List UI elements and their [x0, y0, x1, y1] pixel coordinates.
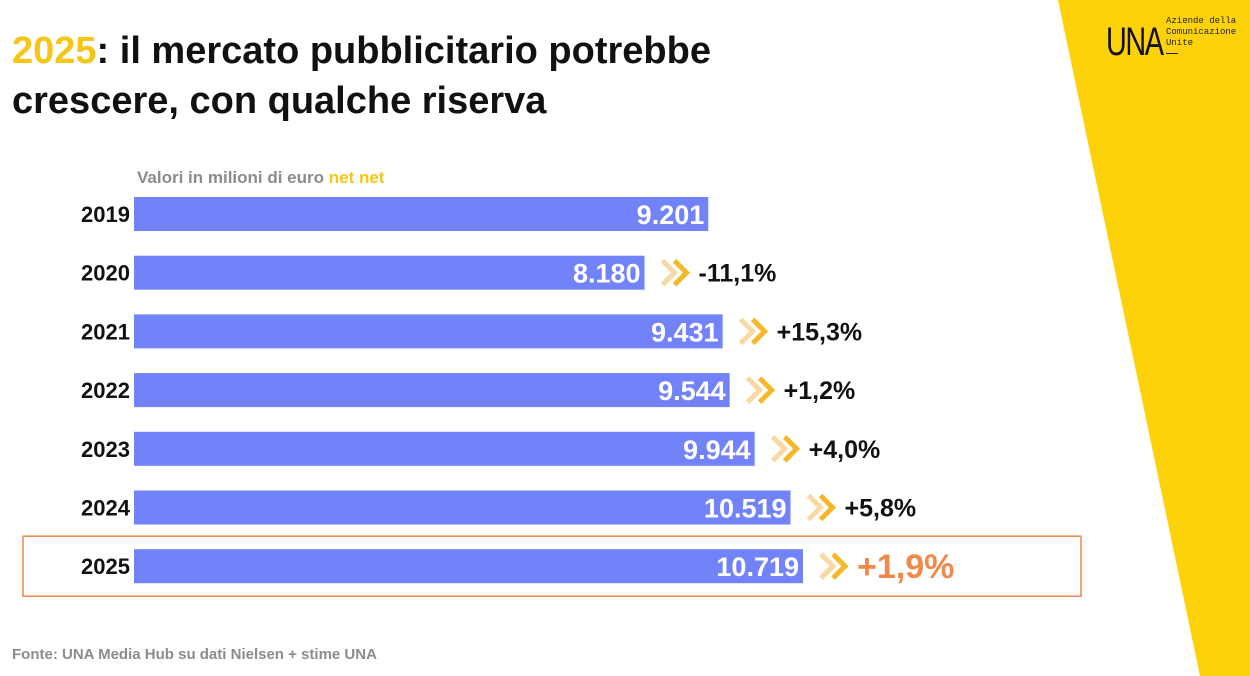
value-label: 9.201 [637, 200, 705, 230]
arrow-icon [831, 552, 849, 580]
arrow-icon [660, 258, 679, 287]
arrow-icon [745, 376, 764, 404]
bar [134, 255, 645, 290]
arrow-icon [672, 258, 691, 287]
page-title: 2025: il mercato pubblicitario potrebbe … [12, 26, 1012, 126]
change-label: +1,9% [857, 548, 954, 586]
logo-mark: UNA [1106, 20, 1164, 64]
bar [134, 373, 730, 408]
arrow-icon [806, 493, 825, 522]
category-label: 2019 [81, 202, 130, 227]
change-label: +15,3% [777, 318, 863, 346]
value-label: 8.180 [573, 259, 641, 289]
category-label: 2020 [81, 261, 130, 286]
subtitle-text: Valori in milioni di euro [137, 168, 329, 187]
bar [134, 314, 723, 349]
category-label: 2025 [81, 554, 130, 579]
arrow-icon [738, 317, 757, 346]
category-label: 2022 [81, 378, 130, 403]
arrow-icon [819, 552, 837, 580]
value-label: 9.544 [658, 376, 726, 406]
logo-underline [1166, 53, 1178, 54]
highlight-frame [22, 535, 1082, 597]
una-logo: UNA Aziende della Comunicazione Unite [1106, 16, 1246, 76]
value-label: 9.431 [651, 317, 719, 347]
category-label: 2024 [81, 496, 131, 521]
arrow-icon [782, 435, 801, 463]
bar [134, 490, 791, 525]
category-label: 2023 [81, 437, 130, 462]
logo-text: Aziende della Comunicazione Unite [1166, 16, 1237, 48]
bar [134, 197, 709, 231]
change-label: +4,0% [809, 436, 881, 464]
change-label: -11,1% [699, 260, 777, 288]
change-label: +1,2% [784, 377, 856, 405]
value-label: 9.944 [683, 435, 751, 465]
value-label: 10.719 [716, 552, 799, 582]
title-year: 2025 [12, 30, 97, 72]
title-text: : il mercato pubblicitario potrebbe [96, 30, 711, 72]
chart-subtitle: Valori in milioni di euro net net [137, 168, 384, 188]
arrow-icon [750, 317, 769, 346]
value-label: 10.519 [704, 494, 787, 524]
change-label: +5,8% [845, 495, 917, 523]
arrow-icon [818, 493, 837, 522]
arrow-icon [770, 435, 789, 463]
title-line-2: crescere, con qualche riserva [12, 80, 547, 122]
category-label: 2021 [81, 319, 130, 344]
bar [134, 549, 803, 584]
arrow-icon [757, 376, 776, 404]
subtitle-highlight: net net [328, 168, 385, 187]
source-note: Fonte: UNA Media Hub su dati Nielsen + s… [12, 646, 377, 663]
bar [134, 431, 755, 466]
